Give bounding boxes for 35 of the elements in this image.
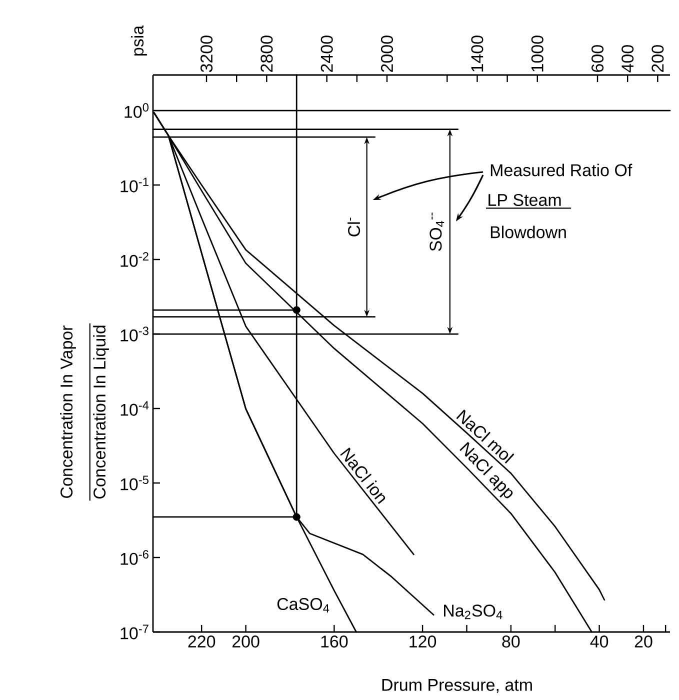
x2-tick-label: 2400 [320, 36, 333, 72]
y-tick-label: 10$^{-4}$ [120, 401, 149, 416]
annotation: SO$_{4}$-- [430, 212, 444, 251]
y-tick-label: 10$^{-3}$ [120, 326, 148, 342]
annotation: LP Steam [488, 194, 561, 206]
x2-tick-label: 600 [591, 45, 604, 72]
y-tick-label: 10$^{-1}$ [120, 178, 148, 192]
x2-tick-label: 2800 [260, 36, 273, 72]
x2-tick-label: 1400 [471, 36, 484, 72]
x-tick-label: 120 [410, 636, 436, 648]
y-tick-label: 10$^{-5}$ [120, 476, 148, 490]
x-tick-label: 80 [502, 636, 520, 648]
text: Concentration In Liquid [93, 326, 109, 499]
x-tick-label: 40 [590, 636, 608, 648]
annotation: Cl$^{-}$ [348, 218, 360, 236]
y-tick-label: 10$^{-6}$ [120, 550, 148, 565]
x2-tick-label: 400 [622, 45, 634, 72]
x2-tick-label: 2000 [380, 36, 394, 72]
x2-tick-label: 200 [652, 45, 664, 72]
x-tick-label: 160 [321, 636, 348, 648]
annotation: Blowdown [490, 226, 566, 238]
x-tick-label: 220 [188, 636, 216, 648]
x-tick-label: 200 [232, 636, 260, 648]
series-label: CaSO$_{4}$ [277, 598, 330, 612]
x2-tick-label: 3200 [200, 36, 213, 72]
x2-tick-label: 1000 [531, 36, 544, 72]
series-label: Na$_{2}$SO$_{4}$ [444, 604, 502, 620]
x-tick-label: 20 [634, 636, 652, 648]
y-tick-label: 10$^{0}$ [124, 103, 149, 118]
y-tick-label: 10$^{-2}$ [120, 252, 148, 267]
x-axis-title: Drum Pressure, atm [382, 679, 532, 693]
x2-axis-title: psia [131, 25, 147, 56]
y-tick-label: 10$^{-7}$ [120, 624, 148, 640]
annotation: Measured Ratio Of [490, 164, 632, 176]
y-axis-title: Concentration In Vapor [60, 326, 76, 498]
